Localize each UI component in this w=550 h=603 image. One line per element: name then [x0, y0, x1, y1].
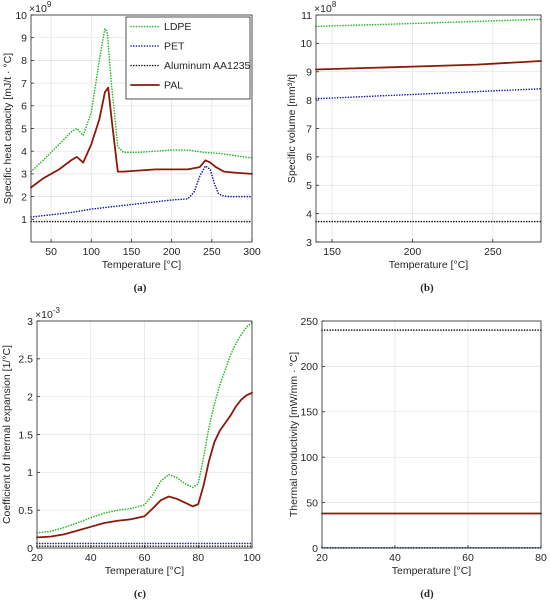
- panel-caption: (d): [420, 588, 434, 600]
- y-axis-label: Thermal conductivity [mW/mm · °C]: [288, 352, 300, 517]
- x-axis-label: Temperature [°C]: [389, 259, 469, 271]
- y-tick-label: 11: [301, 10, 312, 22]
- y-tick-label: 4: [21, 146, 27, 158]
- y-tick-label: 3: [27, 316, 33, 328]
- y-tick-label: 3: [306, 237, 312, 249]
- x-tick-label: 20: [316, 552, 328, 564]
- y-tick-label: 2: [27, 391, 33, 403]
- x-tick-label: 100: [243, 552, 261, 564]
- x-tick-label: 100: [83, 246, 101, 258]
- y-tick-label: 3: [21, 169, 27, 181]
- series-line-ldpe: [36, 321, 253, 534]
- legend-entry: LDPE: [164, 21, 191, 33]
- series-line-pal: [36, 391, 253, 539]
- legend-entry: PET: [164, 41, 185, 53]
- y-tick-label: 1: [21, 214, 27, 226]
- y-tick-label: 2: [21, 191, 27, 203]
- axis-exponent: ×108: [314, 0, 337, 15]
- y-tick-label: 1.5: [18, 429, 33, 441]
- y-tick-label: 7: [306, 123, 312, 135]
- x-tick-label: 150: [323, 246, 341, 258]
- series-line-ldpe: [315, 18, 542, 28]
- y-tick-label: 0.5: [18, 505, 33, 517]
- panel-caption: (a): [134, 282, 147, 294]
- x-tick-label: 300: [243, 246, 261, 258]
- y-axis-label: Specific volume [mm³/t]: [286, 74, 298, 183]
- x-tick-label: 80: [535, 552, 547, 564]
- x-tick-label: 60: [139, 552, 151, 564]
- y-tick-label: 8: [306, 95, 312, 107]
- series-line-pet: [315, 87, 542, 100]
- panel-caption: (b): [420, 282, 434, 294]
- y-tick-label: 0: [312, 543, 318, 555]
- x-tick-label: 40: [85, 552, 97, 564]
- y-axis-label: Coefficient of thermal expansion [1/°C]: [1, 345, 13, 524]
- y-tick-label: 150: [300, 407, 318, 419]
- y-tick-label: 10: [15, 10, 27, 22]
- panel-2: 150 200 250 3 4 5 6 7 8 9 10 11 Temperature [°C] Spec…: [286, 0, 542, 294]
- series-line-ldpe: [30, 27, 253, 173]
- panel-1: 50 100 150 200 250 300 1 2 3 4 5 6 7 8 9 10 Temperature …: [2, 0, 261, 294]
- y-tick-label: 1: [27, 467, 33, 479]
- x-axis-label: Temperature [°C]: [105, 565, 185, 577]
- axes-box: [321, 320, 542, 549]
- x-tick-label: 60: [462, 552, 474, 564]
- legend: LDPE PET Aluminum AA1235 PAL: [125, 16, 251, 100]
- x-axis-label: Temperature [°C]: [102, 259, 182, 271]
- x-tick-label: 150: [123, 246, 141, 258]
- x-tick-label: 200: [163, 246, 181, 258]
- y-tick-label: 200: [300, 361, 318, 373]
- x-tick-label: 40: [389, 552, 401, 564]
- x-axis-label: Temperature [°C]: [392, 565, 472, 577]
- y-tick-label: 50: [306, 497, 318, 509]
- y-tick-label: 0: [27, 543, 33, 555]
- x-tick-label: 80: [192, 552, 204, 564]
- panel-caption: (c): [134, 588, 147, 600]
- axis-exponent: ×109: [29, 0, 52, 15]
- y-tick-label: 9: [21, 33, 27, 45]
- y-tick-label: 5: [21, 123, 27, 135]
- x-tick-label: 250: [484, 246, 502, 258]
- x-tick-label: 200: [404, 246, 422, 258]
- x-tick-label: 20: [31, 552, 43, 564]
- legend-entry: PAL: [164, 80, 183, 92]
- y-tick-label: 4: [306, 208, 312, 220]
- axis-exponent: ×10-3: [35, 306, 60, 321]
- x-tick-label: 250: [203, 246, 221, 258]
- y-tick-label: 8: [21, 55, 27, 67]
- y-tick-label: 10: [300, 38, 312, 50]
- series-line-pal: [315, 60, 542, 71]
- y-tick-label: 5: [306, 180, 312, 192]
- y-tick-label: 7: [21, 78, 27, 90]
- y-tick-label: 6: [306, 152, 312, 164]
- y-tick-label: 6: [21, 101, 27, 113]
- series-line-pal: [30, 86, 253, 189]
- y-tick-label: 250: [300, 316, 318, 328]
- panel-3: 20 40 60 80 100 0 0.5 1 1.5 2 2.5 3 Temperature [°C]…: [1, 306, 261, 600]
- x-tick-label: 50: [45, 246, 57, 258]
- panel-4: 20 40 60 80 0 50 100 150 200 250 Temperature [°C] T…: [288, 316, 547, 600]
- legend-entry: Aluminum AA1235: [164, 60, 251, 72]
- y-axis-label: Specific heat capacity [mJ/t · °C]: [2, 53, 14, 204]
- y-tick-label: 100: [300, 452, 318, 464]
- y-tick-label: 2.5: [18, 354, 33, 366]
- series-line-pet: [30, 165, 253, 218]
- y-tick-label: 9: [306, 67, 312, 79]
